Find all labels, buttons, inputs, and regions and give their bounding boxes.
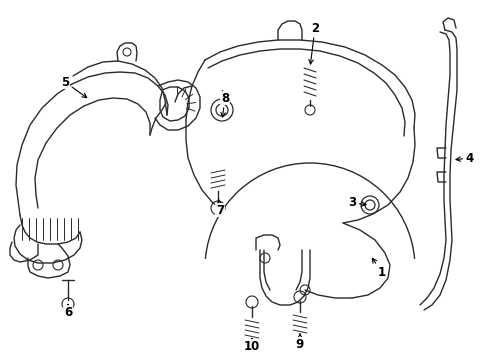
Text: 10: 10 <box>244 339 260 352</box>
Text: 3: 3 <box>347 197 365 210</box>
Text: 6: 6 <box>64 305 72 319</box>
Text: 4: 4 <box>455 152 473 165</box>
Text: 1: 1 <box>371 258 385 279</box>
Text: 8: 8 <box>221 91 229 117</box>
Text: 5: 5 <box>61 76 86 98</box>
Text: 9: 9 <box>295 334 304 351</box>
Text: 7: 7 <box>216 200 224 216</box>
Text: 2: 2 <box>308 22 318 64</box>
